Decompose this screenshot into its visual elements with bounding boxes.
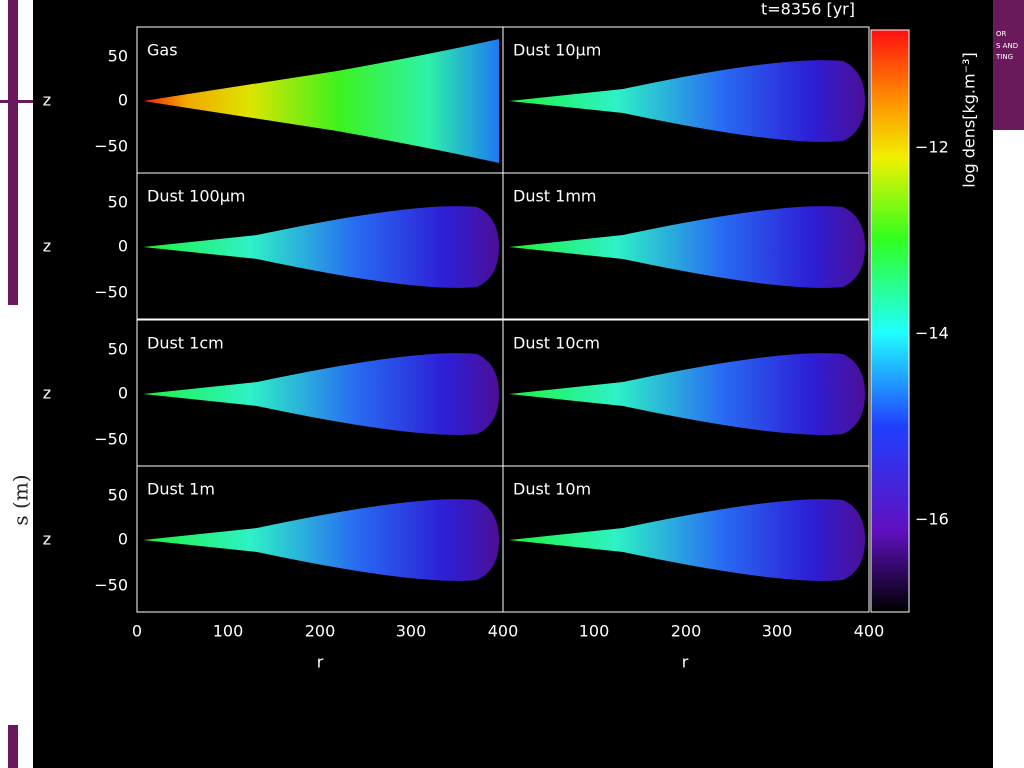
accent-bar: [8, 725, 18, 768]
density-map: [509, 206, 865, 288]
panel-label: Dust 100μm: [147, 187, 245, 206]
colorbar-tick-label: −12: [915, 138, 949, 157]
y-tick-label: 50: [108, 193, 128, 212]
y-tick-label: 0: [118, 237, 128, 256]
y-tick-label: 0: [118, 384, 128, 403]
x-tick-label: 100: [579, 622, 610, 641]
x-axis-label: r: [317, 653, 324, 672]
x-tick-label: 200: [671, 622, 702, 641]
x-tick-label: 400: [854, 622, 885, 641]
accent-bar: [8, 0, 18, 305]
panel-frame: [502, 465, 870, 613]
panel-label: Dust 1cm: [147, 334, 224, 353]
y-tick-label: 0: [118, 91, 128, 110]
colorbar-tick-label: −14: [915, 324, 949, 343]
density-map: [509, 60, 865, 142]
y-tick-label: 50: [108, 47, 128, 66]
panel-label: Dust 1mm: [513, 187, 597, 206]
logo-text: S AND: [996, 42, 1018, 50]
colorbar-tick-label: −16: [915, 510, 949, 529]
y-tick-label: −50: [94, 576, 128, 595]
density-map: [143, 206, 499, 288]
y-axis-label: z: [43, 384, 51, 403]
density-map: [143, 353, 499, 435]
x-tick-label: 300: [396, 622, 427, 641]
accent-line: [0, 100, 33, 103]
x-tick-label: 400: [488, 622, 519, 641]
panel-label: Dust 10m: [513, 480, 591, 499]
x-tick-label: 300: [762, 622, 793, 641]
x-axis-label: r: [682, 653, 689, 672]
colorbar-label: log dens[kg.m⁻³]: [960, 52, 979, 187]
panel-label: Dust 10cm: [513, 334, 600, 353]
y-tick-label: −50: [94, 283, 128, 302]
y-axis-label: z: [43, 530, 51, 549]
y-axis-label: z: [43, 91, 51, 110]
y-tick-label: 50: [108, 486, 128, 505]
y-tick-label: −50: [94, 137, 128, 156]
panel-frame: [502, 172, 870, 320]
y-axis-label: z: [43, 237, 51, 256]
x-tick-label: 200: [305, 622, 336, 641]
panel-label: Gas: [147, 41, 178, 60]
panel-label: Dust 1m: [147, 480, 215, 499]
time-label: t=8356 [yr]: [761, 0, 855, 19]
density-map: [143, 39, 499, 163]
y-tick-label: 0: [118, 530, 128, 549]
panel-label: Dust 10μm: [513, 41, 601, 60]
y-tick-label: −50: [94, 430, 128, 449]
x-tick-label: 0: [132, 622, 142, 641]
density-map: [509, 353, 865, 435]
y-tick-label: 50: [108, 340, 128, 359]
x-tick-label: 100: [213, 622, 244, 641]
logo-text: OR: [996, 30, 1007, 38]
density-map: [143, 499, 499, 581]
logo: [993, 0, 1024, 130]
logo-text: TING: [995, 53, 1013, 61]
side-text: s (m): [9, 474, 33, 525]
density-map: [509, 499, 865, 581]
colorbar: [870, 29, 910, 613]
